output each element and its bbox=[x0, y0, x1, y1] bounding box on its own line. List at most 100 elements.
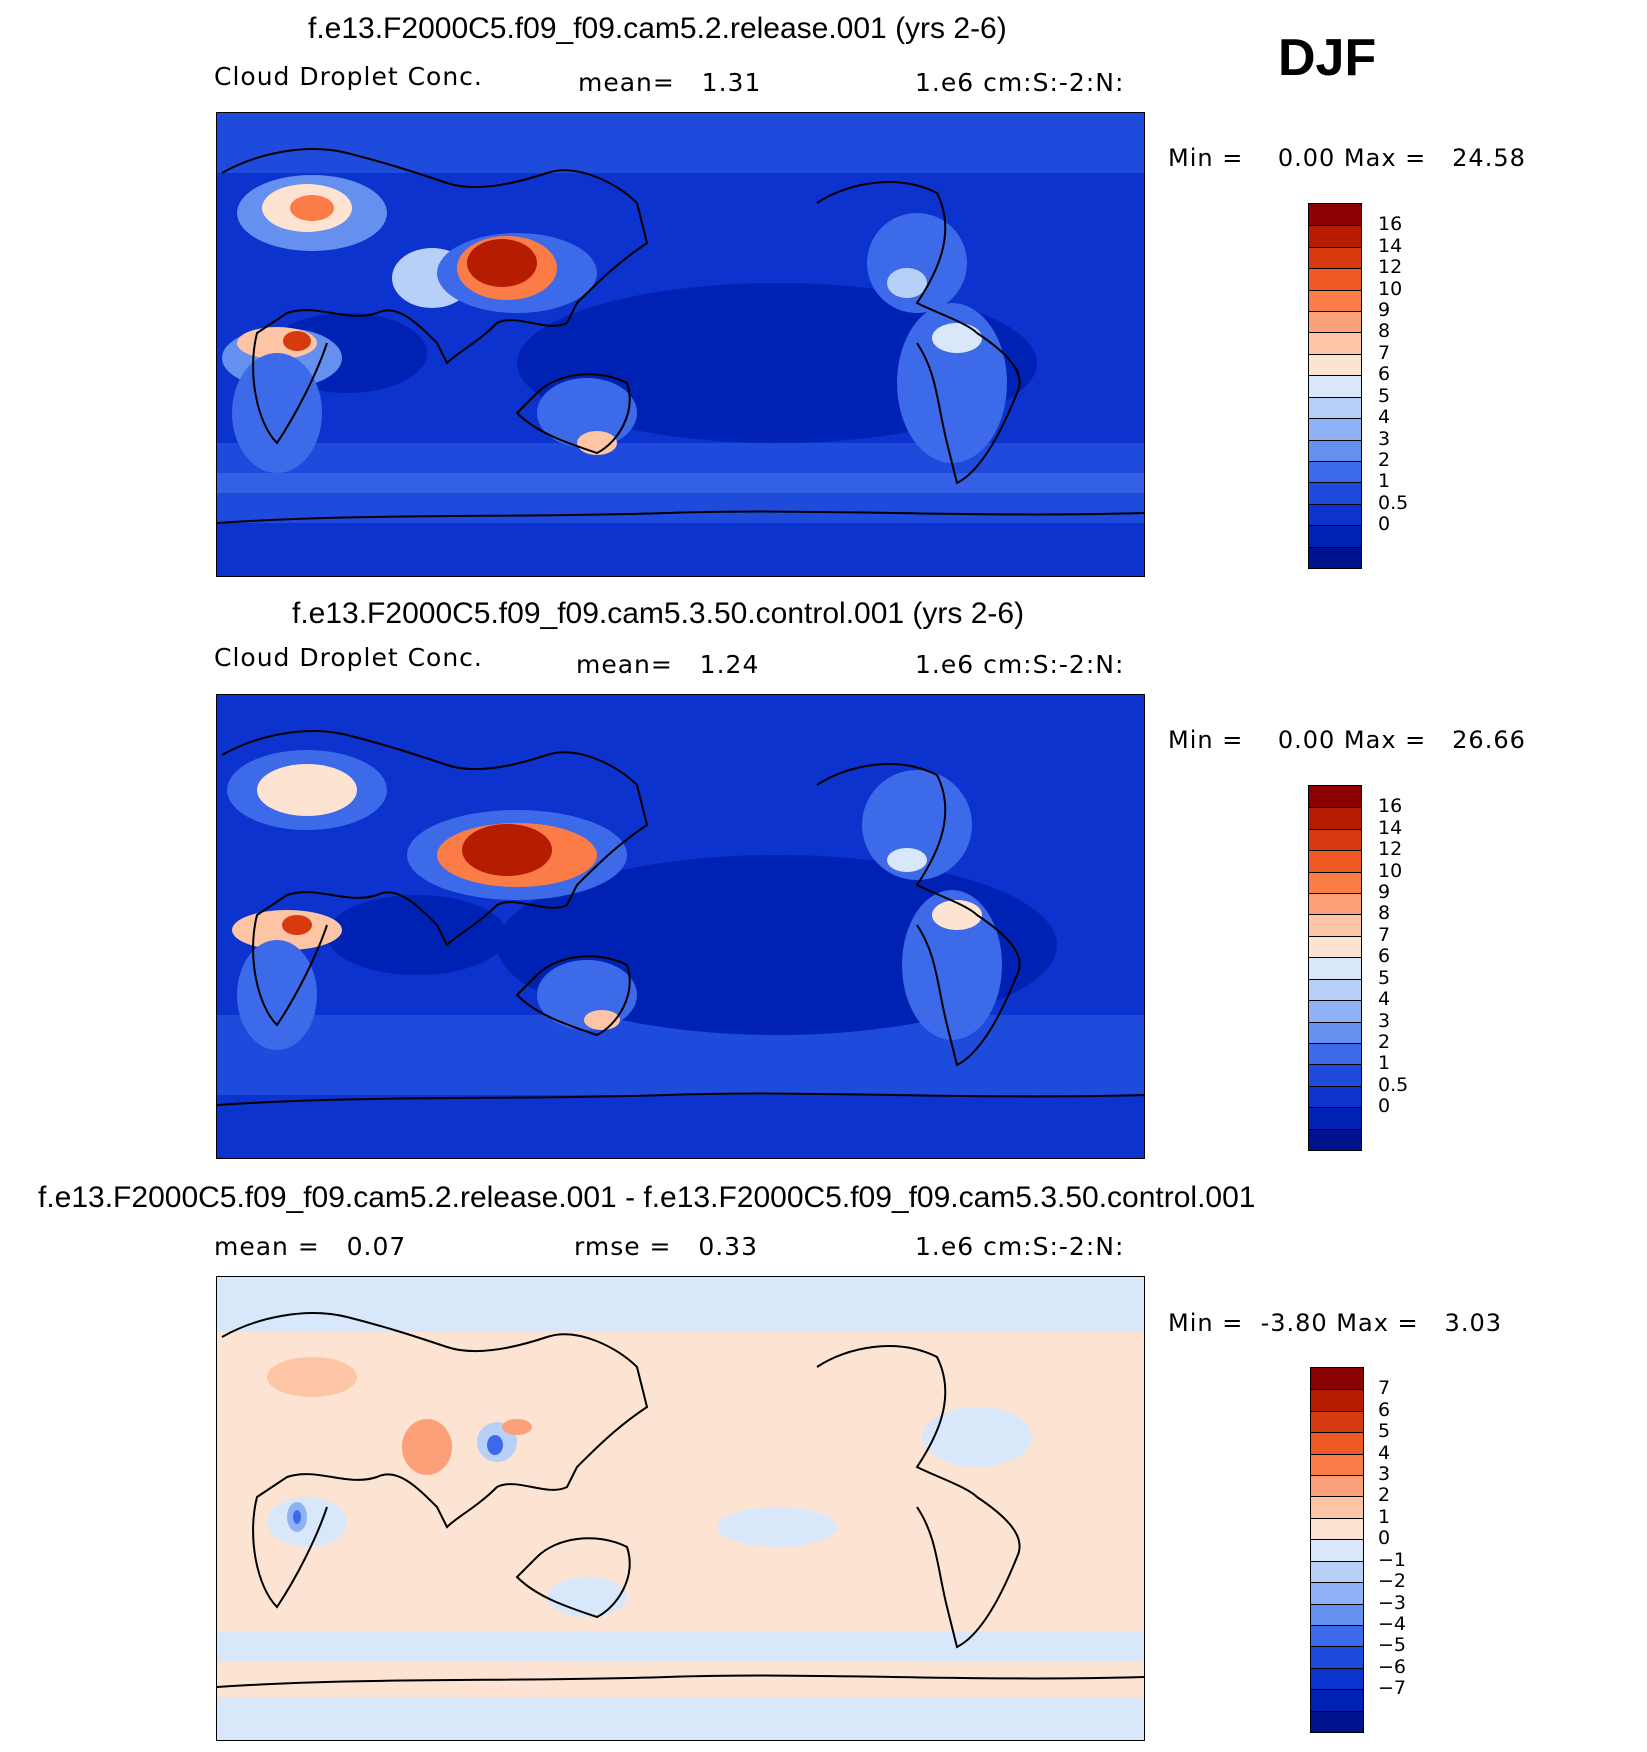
colorbar-box bbox=[1309, 503, 1361, 526]
colorbar-box bbox=[1311, 1410, 1363, 1433]
colorbar-box bbox=[1309, 396, 1361, 419]
colorbar-box bbox=[1309, 225, 1361, 247]
panel-2-units: 1.e6 cm:S:-2:N: bbox=[915, 650, 1125, 679]
colorbar-label: 14 bbox=[1378, 816, 1403, 839]
colorbar-label: 0.5 bbox=[1378, 491, 1409, 514]
colorbar-box bbox=[1309, 546, 1361, 568]
colorbar-label: 2 bbox=[1378, 1030, 1391, 1053]
colorbar-box bbox=[1311, 1667, 1363, 1690]
colorbar-box bbox=[1309, 332, 1361, 354]
colorbar-box bbox=[1309, 871, 1361, 894]
colorbar-box bbox=[1311, 1453, 1363, 1476]
colorbar-box bbox=[1309, 353, 1361, 376]
colorbar-box bbox=[1311, 1496, 1363, 1518]
colorbar-box bbox=[1311, 1560, 1363, 1583]
colorbar-box bbox=[1311, 1689, 1363, 1711]
colorbar-box bbox=[1309, 807, 1361, 829]
colorbar-box bbox=[1311, 1646, 1363, 1668]
panel-1-minmax: Min = 0.00 Max = 24.58 bbox=[1168, 144, 1526, 172]
colorbar-box bbox=[1311, 1432, 1363, 1454]
colorbar-box bbox=[1311, 1389, 1363, 1411]
colorbar-box bbox=[1309, 439, 1361, 461]
colorbar-label: 8 bbox=[1378, 320, 1391, 343]
colorbar-box bbox=[1311, 1710, 1363, 1732]
colorbar-box bbox=[1309, 1021, 1361, 1043]
panel-1-units: 1.e6 cm:S:-2:N: bbox=[915, 68, 1125, 97]
colorbar-box bbox=[1311, 1475, 1363, 1497]
colorbar-label: −5 bbox=[1378, 1634, 1407, 1657]
colorbar-label: 7 bbox=[1378, 1377, 1391, 1400]
colorbar-box bbox=[1309, 1085, 1361, 1108]
panel-3-mean: mean = 0.07 bbox=[214, 1232, 407, 1261]
panel-2-mean: mean= 1.24 bbox=[576, 650, 760, 679]
colorbar-label: 5 bbox=[1378, 966, 1391, 989]
panel-3-map bbox=[216, 1276, 1145, 1741]
colorbar-box bbox=[1309, 525, 1361, 547]
colorbar-box bbox=[1309, 289, 1361, 312]
colorbar-box bbox=[1309, 1064, 1361, 1086]
colorbar-label: 10 bbox=[1378, 859, 1403, 882]
colorbar-box bbox=[1309, 375, 1361, 397]
colorbar-box bbox=[1311, 1582, 1363, 1604]
colorbar-box bbox=[1311, 1624, 1363, 1647]
colorbar-box bbox=[1309, 460, 1361, 483]
panel-1-mean: mean= 1.31 bbox=[578, 68, 762, 97]
colorbar-label: 16 bbox=[1378, 213, 1403, 236]
colorbar-label: 12 bbox=[1378, 838, 1403, 861]
panel-1-field-name: Cloud Droplet Conc. bbox=[214, 62, 483, 91]
panel-2-minmax: Min = 0.00 Max = 26.66 bbox=[1168, 726, 1526, 754]
colorbar-label: 3 bbox=[1378, 427, 1391, 450]
colorbar-label: 1 bbox=[1378, 1505, 1391, 1528]
colorbar-label: 5 bbox=[1378, 384, 1391, 407]
colorbar-label: 3 bbox=[1378, 1463, 1391, 1486]
colorbar-box bbox=[1309, 957, 1361, 979]
colorbar-label: 0.5 bbox=[1378, 1073, 1409, 1096]
panel-1-colorbar bbox=[1308, 203, 1362, 569]
colorbar-box bbox=[1309, 1128, 1361, 1150]
colorbar-label: 12 bbox=[1378, 256, 1403, 279]
colorbar-label: 4 bbox=[1378, 1441, 1391, 1464]
panel-3-rmse: rmse = 0.33 bbox=[574, 1232, 758, 1261]
colorbar-box bbox=[1309, 1107, 1361, 1129]
panel-3-colorbar bbox=[1310, 1367, 1364, 1733]
colorbar-label: −1 bbox=[1378, 1548, 1407, 1571]
colorbar-label: −4 bbox=[1378, 1612, 1407, 1635]
panel-3-colorbar-labels: 7 6 5 4 3 2 1 0 −1 −2 −3 −4 −5 −6 −7 bbox=[1378, 1367, 1438, 1731]
colorbar-box bbox=[1309, 935, 1361, 958]
colorbar-label: 7 bbox=[1378, 923, 1391, 946]
panel-2-title: f.e13.F2000C5.f09_f09.cam5.3.50.control.… bbox=[292, 597, 1025, 630]
colorbar-box bbox=[1309, 893, 1361, 915]
colorbar-box bbox=[1309, 204, 1361, 226]
colorbar-label: 9 bbox=[1378, 881, 1391, 904]
colorbar-label: 4 bbox=[1378, 406, 1391, 429]
colorbar-label: 0 bbox=[1378, 1527, 1391, 1550]
colorbar-box bbox=[1309, 268, 1361, 290]
colorbar-label: 0 bbox=[1378, 1095, 1391, 1118]
colorbar-label: 7 bbox=[1378, 341, 1391, 364]
colorbar-box bbox=[1309, 850, 1361, 872]
colorbar-label: 6 bbox=[1378, 1398, 1391, 1421]
colorbar-label: 3 bbox=[1378, 1009, 1391, 1032]
colorbar-box bbox=[1311, 1517, 1363, 1540]
panel-3-units: 1.e6 cm:S:-2:N: bbox=[915, 1232, 1125, 1261]
colorbar-box bbox=[1309, 1042, 1361, 1065]
colorbar-box bbox=[1309, 914, 1361, 936]
colorbar-label: 14 bbox=[1378, 234, 1403, 257]
panel-2-map bbox=[216, 694, 1145, 1159]
colorbar-box bbox=[1309, 978, 1361, 1001]
colorbar-label: 5 bbox=[1378, 1420, 1391, 1443]
colorbar-box bbox=[1311, 1603, 1363, 1625]
colorbar-label: 9 bbox=[1378, 299, 1391, 322]
colorbar-label: 6 bbox=[1378, 363, 1391, 386]
colorbar-label: 1 bbox=[1378, 1052, 1391, 1075]
colorbar-label: −3 bbox=[1378, 1591, 1407, 1614]
colorbar-box bbox=[1309, 311, 1361, 333]
colorbar-label: 6 bbox=[1378, 945, 1391, 968]
panel-3-title: f.e13.F2000C5.f09_f09.cam5.2.release.001… bbox=[38, 1181, 1256, 1214]
colorbar-box bbox=[1311, 1539, 1363, 1561]
colorbar-box bbox=[1309, 418, 1361, 440]
colorbar-label: 1 bbox=[1378, 470, 1391, 493]
panel-2-field-name: Cloud Droplet Conc. bbox=[214, 643, 483, 672]
colorbar-box bbox=[1311, 1368, 1363, 1390]
colorbar-label: −2 bbox=[1378, 1570, 1407, 1593]
